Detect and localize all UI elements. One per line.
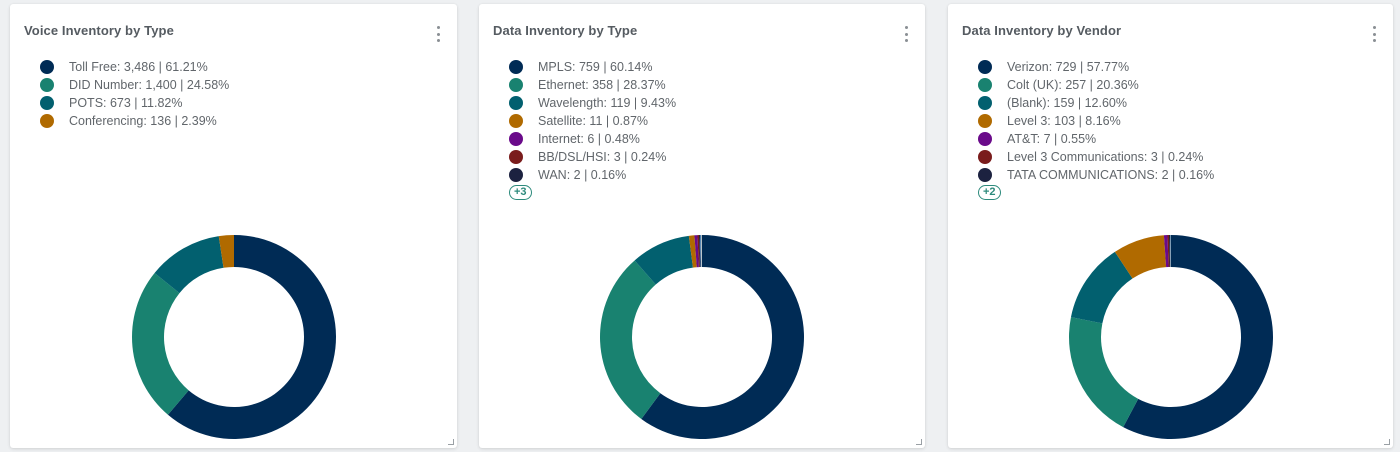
legend-label: MPLS: 759 | 60.14% bbox=[538, 60, 653, 74]
legend-label: Ethernet: 358 | 28.37% bbox=[538, 78, 666, 92]
legend-item[interactable]: AT&T: 7 | 0.55% bbox=[978, 130, 1214, 148]
legend-swatch-icon bbox=[40, 114, 54, 128]
legend-label: Toll Free: 3,486 | 61.21% bbox=[69, 60, 208, 74]
legend-item[interactable]: Conferencing: 136 | 2.39% bbox=[40, 112, 229, 130]
legend-swatch-icon bbox=[40, 96, 54, 110]
legend-label: Conferencing: 136 | 2.39% bbox=[69, 114, 217, 128]
donut-slice[interactable] bbox=[694, 235, 699, 268]
legend-swatch-icon bbox=[978, 96, 992, 110]
donut-slice[interactable] bbox=[1170, 235, 1171, 268]
chart-legend: MPLS: 759 | 60.14% Ethernet: 358 | 28.37%… bbox=[509, 58, 676, 200]
card-title: Data Inventory by Vendor bbox=[962, 23, 1122, 38]
data-inventory-by-type-card: Data Inventory by Type MPLS: 759 | 60.14… bbox=[479, 4, 925, 448]
donut-slice[interactable] bbox=[600, 260, 661, 419]
legend-swatch-icon bbox=[509, 132, 523, 146]
donut-slice[interactable] bbox=[1169, 235, 1171, 268]
legend-swatch-icon bbox=[509, 96, 523, 110]
card-title: Data Inventory by Type bbox=[493, 23, 638, 38]
legend-label: (Blank): 159 | 12.60% bbox=[1007, 96, 1127, 110]
donut-slice[interactable] bbox=[701, 235, 702, 268]
kebab-vertical-icon[interactable] bbox=[903, 26, 909, 42]
chart-legend: Toll Free: 3,486 | 61.21% DID Number: 1,4… bbox=[40, 58, 229, 130]
legend-item[interactable]: POTS: 673 | 11.82% bbox=[40, 94, 229, 112]
legend-item[interactable]: BB/DSL/HSI: 3 | 0.24% bbox=[509, 148, 676, 166]
legend-item[interactable]: Level 3 Communications: 3 | 0.24% bbox=[978, 148, 1214, 166]
legend-swatch-icon bbox=[978, 78, 992, 92]
donut-slice[interactable] bbox=[167, 235, 336, 439]
card-title: Voice Inventory by Type bbox=[24, 23, 174, 38]
donut-slice[interactable] bbox=[699, 235, 702, 268]
legend-swatch-icon bbox=[978, 150, 992, 164]
legend-swatch-icon bbox=[40, 78, 54, 92]
resize-corner-icon[interactable] bbox=[448, 439, 454, 445]
legend-swatch-icon bbox=[978, 114, 992, 128]
legend-item[interactable]: MPLS: 759 | 60.14% bbox=[509, 58, 676, 76]
legend-swatch-icon bbox=[978, 168, 992, 182]
kebab-vertical-icon[interactable] bbox=[435, 26, 441, 42]
legend-label: DID Number: 1,400 | 24.58% bbox=[69, 78, 230, 92]
donut-slice[interactable] bbox=[698, 235, 701, 268]
legend-swatch-icon bbox=[509, 60, 523, 74]
legend-swatch-icon bbox=[509, 150, 523, 164]
donut-chart[interactable] bbox=[597, 232, 807, 442]
legend-label: Level 3: 103 | 8.16% bbox=[1007, 114, 1121, 128]
legend-swatch-icon bbox=[40, 60, 54, 74]
legend-more-badge[interactable]: +3 bbox=[509, 185, 532, 200]
donut-slice[interactable] bbox=[132, 273, 189, 415]
legend-item[interactable]: Wavelength: 119 | 9.43% bbox=[509, 94, 676, 112]
legend-label: Level 3 Communications: 3 | 0.24% bbox=[1007, 150, 1204, 164]
legend-item[interactable]: Colt (UK): 257 | 20.36% bbox=[978, 76, 1214, 94]
legend-label: Colt (UK): 257 | 20.36% bbox=[1007, 78, 1139, 92]
donut-slice[interactable] bbox=[1114, 235, 1167, 279]
legend-item[interactable]: Internet: 6 | 0.48% bbox=[509, 130, 676, 148]
legend-item[interactable]: WAN: 2 | 0.16% bbox=[509, 166, 676, 184]
donut-chart[interactable] bbox=[1066, 232, 1276, 442]
legend-swatch-icon bbox=[509, 168, 523, 182]
legend-item[interactable]: Satellite: 11 | 0.87% bbox=[509, 112, 676, 130]
legend-item[interactable]: Level 3: 103 | 8.16% bbox=[978, 112, 1214, 130]
donut-slice[interactable] bbox=[1167, 235, 1170, 268]
legend-swatch-icon bbox=[509, 78, 523, 92]
donut-slice[interactable] bbox=[218, 235, 234, 268]
legend-item[interactable]: TATA COMMUNICATIONS: 2 | 0.16% bbox=[978, 166, 1214, 184]
legend-label: Wavelength: 119 | 9.43% bbox=[538, 96, 677, 110]
legend-more-item[interactable]: +2 bbox=[978, 184, 1214, 200]
legend-item[interactable]: Verizon: 729 | 57.77% bbox=[978, 58, 1214, 76]
legend-item[interactable]: Toll Free: 3,486 | 61.21% bbox=[40, 58, 229, 76]
donut-slice[interactable] bbox=[154, 236, 224, 294]
resize-corner-icon[interactable] bbox=[916, 439, 922, 445]
donut-slice[interactable] bbox=[688, 235, 697, 268]
donut-chart[interactable] bbox=[129, 232, 339, 442]
legend-more-item[interactable]: +3 bbox=[509, 184, 676, 200]
donut-slice[interactable] bbox=[697, 235, 700, 268]
kebab-vertical-icon[interactable] bbox=[1371, 26, 1377, 42]
data-inventory-by-vendor-card: Data Inventory by Vendor Verizon: 729 | … bbox=[948, 4, 1393, 448]
legend-label: TATA COMMUNICATIONS: 2 | 0.16% bbox=[1007, 168, 1215, 182]
legend-swatch-icon bbox=[978, 132, 992, 146]
donut-slice[interactable] bbox=[1069, 317, 1139, 428]
voice-inventory-by-type-card: Voice Inventory by Type Toll Free: 3,486… bbox=[10, 4, 457, 448]
legend-more-badge[interactable]: +2 bbox=[978, 185, 1001, 200]
donut-slice[interactable] bbox=[641, 235, 804, 439]
legend-label: Verizon: 729 | 57.77% bbox=[1007, 60, 1130, 74]
legend-swatch-icon bbox=[509, 114, 523, 128]
legend-label: AT&T: 7 | 0.55% bbox=[1007, 132, 1097, 146]
resize-corner-icon[interactable] bbox=[1384, 439, 1390, 445]
legend-item[interactable]: DID Number: 1,400 | 24.58% bbox=[40, 76, 229, 94]
donut-slice[interactable] bbox=[1123, 235, 1273, 439]
legend-label: BB/DSL/HSI: 3 | 0.24% bbox=[538, 150, 667, 164]
legend-swatch-icon bbox=[978, 60, 992, 74]
legend-item[interactable]: Ethernet: 358 | 28.37% bbox=[509, 76, 676, 94]
legend-label: Satellite: 11 | 0.87% bbox=[538, 114, 649, 128]
legend-label: WAN: 2 | 0.16% bbox=[538, 168, 627, 182]
donut-slice[interactable] bbox=[1070, 251, 1133, 324]
legend-item[interactable]: (Blank): 159 | 12.60% bbox=[978, 94, 1214, 112]
legend-label: POTS: 673 | 11.82% bbox=[69, 96, 183, 110]
chart-legend: Verizon: 729 | 57.77% Colt (UK): 257 | 20… bbox=[978, 58, 1214, 200]
donut-slice[interactable] bbox=[700, 235, 702, 268]
legend-label: Internet: 6 | 0.48% bbox=[538, 132, 640, 146]
donut-slice[interactable] bbox=[634, 235, 693, 285]
donut-slice[interactable] bbox=[1168, 235, 1171, 268]
donut-slice[interactable] bbox=[1163, 235, 1169, 268]
